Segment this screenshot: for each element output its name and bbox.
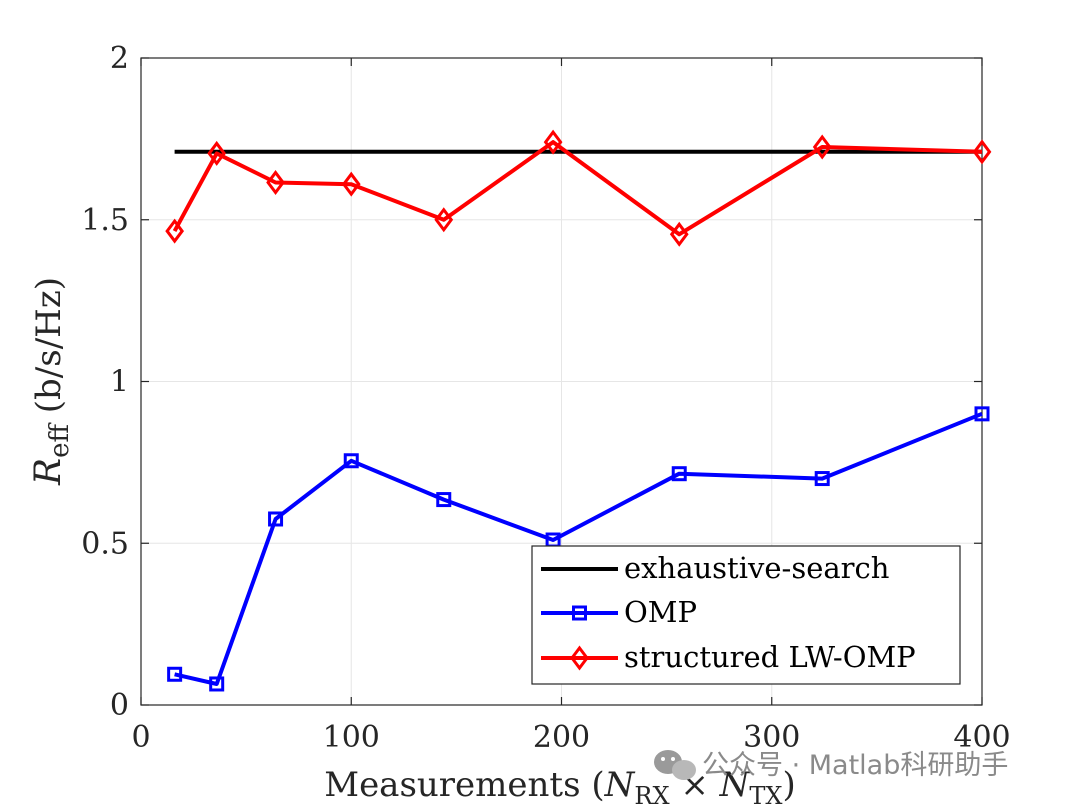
x-tick-label: 200 [533, 720, 590, 755]
y-tick-label: 0.5 [81, 526, 129, 561]
data-point-omp [343, 453, 359, 469]
y-axis-label: Reff (b/s/Hz) [28, 277, 75, 486]
x-tick-label: 400 [953, 720, 1010, 755]
data-point-structured-lw-omp [669, 221, 689, 247]
watermark: 公众号 · Matlab科研助手 [654, 750, 1008, 781]
data-point-structured-lw-omp [341, 171, 361, 197]
series-lines [165, 129, 992, 692]
data-point-structured-lw-omp [972, 139, 992, 165]
legend: exhaustive-search OMP structured LW-OMP [531, 545, 961, 685]
data-point-structured-lw-omp [812, 134, 832, 160]
data-point-omp [974, 406, 990, 422]
x-axis-label: Measurements (NRX × NTX) [324, 765, 796, 808]
axis-ticks: 0 100 200 300 400 0 0.5 1 1.5 2 [81, 41, 1010, 755]
data-point-structured-lw-omp [207, 140, 227, 166]
legend-item-omp: OMP [541, 595, 697, 629]
series-line-structured-lw-omp [172, 140, 983, 237]
data-point-omp [167, 666, 183, 682]
data-point-omp [268, 511, 284, 527]
data-point-omp [436, 492, 452, 508]
data-point-omp [671, 466, 687, 482]
data-point-omp [209, 676, 225, 692]
x-tick-label: 100 [323, 720, 380, 755]
legend-marker-omp [572, 605, 587, 621]
series-line-omp [174, 411, 983, 686]
data-point-structured-lw-omp [434, 207, 454, 233]
data-point-omp [814, 471, 830, 487]
data-point-structured-lw-omp [543, 129, 563, 155]
watermark-text: 公众号 · Matlab科研助手 [702, 750, 1008, 781]
y-tick-label: 1 [110, 365, 129, 400]
x-tick-label: 300 [743, 720, 800, 755]
legend-label-omp: OMP [624, 595, 697, 629]
legend-item-structured-lw-omp: structured LW-OMP [541, 640, 916, 674]
legend-label-structured-lw-omp: structured LW-OMP [624, 640, 916, 674]
y-tick-label: 1.5 [81, 203, 129, 238]
data-point-structured-lw-omp [266, 170, 285, 196]
data-point-structured-lw-omp [165, 218, 185, 244]
legend-label-exhaustive-search: exhaustive-search [624, 551, 889, 585]
y-tick-label: 0 [110, 688, 129, 723]
legend-item-exhaustive-search: exhaustive-search [541, 551, 889, 585]
wechat-icon [654, 750, 696, 780]
legend-marker-structured-lw-omp [570, 645, 589, 671]
x-tick-label: 0 [131, 720, 150, 755]
y-tick-label: 2 [110, 41, 129, 76]
